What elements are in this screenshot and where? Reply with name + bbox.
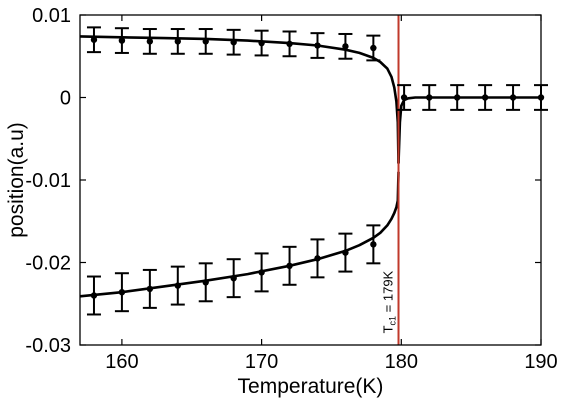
- data-point: [370, 44, 377, 52]
- data-point: [174, 38, 181, 45]
- x-tick-label: 180: [385, 351, 418, 373]
- data-point: [314, 42, 321, 49]
- y-tick-label: -0.02: [25, 253, 71, 275]
- data-point: [90, 292, 98, 299]
- data-point: [174, 282, 181, 289]
- data-point: [202, 38, 209, 45]
- data-point: [426, 94, 433, 101]
- data-point: [90, 36, 98, 43]
- data-point: [146, 285, 154, 293]
- axis-ticks: 160 170 180 190 0.01 0 -0.01 -0.02 -0.03: [25, 5, 557, 373]
- data-point: [370, 241, 377, 248]
- data-point: [509, 94, 517, 101]
- y-axis-title: position(a.u): [5, 122, 28, 238]
- x-tick-label: 170: [245, 351, 278, 373]
- y-tick-label: 0.01: [32, 5, 71, 27]
- data-point: [453, 94, 461, 101]
- data-points: [86, 26, 548, 316]
- transition-label-subscript: c1: [388, 316, 398, 326]
- data-point: [146, 38, 154, 45]
- data-point: [342, 249, 349, 256]
- data-point: [314, 255, 321, 262]
- fit-curve: [397, 96, 541, 164]
- y-tick-label: 0: [60, 88, 71, 110]
- data-point: [481, 94, 489, 101]
- fit-curve: [79, 171, 400, 298]
- fit-curves: [79, 35, 541, 298]
- data-point: [230, 39, 237, 46]
- x-axis-title: Temperature(K): [238, 375, 384, 398]
- y-tick-label: -0.01: [25, 170, 71, 192]
- data-point: [230, 274, 237, 282]
- y-tick-label: -0.03: [25, 335, 71, 357]
- x-tick-label: 160: [105, 351, 138, 373]
- fit-curve: [79, 35, 400, 164]
- data-point: [118, 289, 126, 296]
- data-point: [286, 40, 293, 48]
- data-point: [258, 39, 265, 47]
- data-point: [400, 94, 408, 101]
- data-point: [342, 43, 349, 50]
- transition-label: Tc1 = 179K: [381, 270, 398, 333]
- transition-label-main: T: [381, 325, 396, 333]
- data-point: [286, 262, 293, 269]
- data-point: [202, 279, 209, 286]
- x-tick-label: 190: [524, 351, 557, 373]
- data-point: [258, 269, 265, 276]
- transition-label-value: = 179K: [381, 270, 396, 316]
- data-point: [118, 37, 126, 44]
